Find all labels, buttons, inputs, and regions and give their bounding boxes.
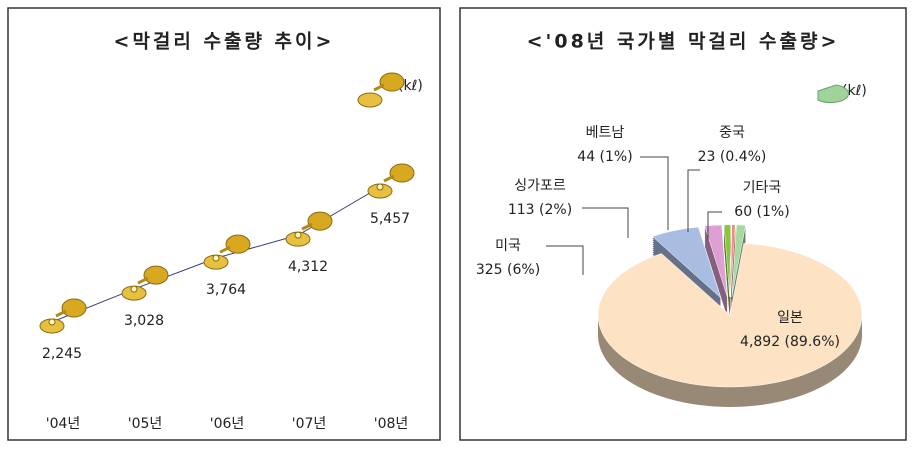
icon-part xyxy=(143,265,169,285)
value-label: 23 (0.4%) xyxy=(698,149,767,165)
value-label: 113 (2%) xyxy=(508,202,572,218)
value-label: 4,892 (89.6%) xyxy=(740,334,840,350)
x-tick-label: '08년 xyxy=(374,416,409,432)
category-label: 기타국 xyxy=(743,180,782,196)
icon-part xyxy=(225,234,251,254)
category-label: 중국 xyxy=(719,125,745,141)
data-point xyxy=(376,183,384,191)
chart-title: <막걸리 수출량 추이> xyxy=(114,31,335,53)
right-panel xyxy=(459,7,907,441)
pie-slice xyxy=(597,243,863,388)
icon-part xyxy=(389,163,415,183)
icon-part xyxy=(61,298,87,318)
leader-line xyxy=(582,207,629,238)
icon-part xyxy=(55,309,67,318)
left-panel xyxy=(7,7,441,441)
pie-slice xyxy=(704,224,728,297)
chart-title: <'08년 국가별 막걸리 수출량> xyxy=(527,31,840,53)
data-point xyxy=(212,254,220,262)
data-point xyxy=(130,285,138,293)
icon-part xyxy=(373,83,385,92)
icon-part xyxy=(379,72,405,92)
data-point xyxy=(294,231,302,239)
icon-part xyxy=(307,211,333,231)
value-label: 5,457 xyxy=(370,211,410,227)
icon-part xyxy=(383,174,395,183)
pie-slice xyxy=(723,224,732,297)
unit-icon xyxy=(817,84,850,104)
value-label: 4,312 xyxy=(288,259,328,275)
icon-part xyxy=(301,222,313,231)
slice-side xyxy=(731,226,746,299)
line xyxy=(51,186,381,323)
pie-slice xyxy=(730,224,736,297)
value-label: 60 (1%) xyxy=(734,204,789,220)
icon-part xyxy=(219,245,231,254)
value-label: 325 (6%) xyxy=(476,262,540,278)
value-label: 3,028 xyxy=(124,313,164,329)
category-label: 일본 xyxy=(777,310,803,326)
icon-part xyxy=(357,92,383,108)
category-label: 싱가포르 xyxy=(514,178,566,194)
x-tick-label: '06년 xyxy=(210,416,245,432)
value-label: 44 (1%) xyxy=(577,149,632,165)
leader-line xyxy=(640,156,669,230)
leader-line xyxy=(687,169,700,232)
x-tick-label: '05년 xyxy=(128,416,163,432)
category-label: 베트남 xyxy=(586,125,625,141)
x-tick-label: '04년 xyxy=(46,416,81,432)
pie-slice xyxy=(651,226,722,299)
value-label: 3,764 xyxy=(206,282,246,298)
pie-slice xyxy=(731,224,746,297)
slice-side xyxy=(731,230,746,303)
icon-part xyxy=(137,276,149,285)
leader-line xyxy=(707,211,722,240)
value-label: 2,245 xyxy=(42,346,82,362)
slice-side xyxy=(731,228,746,301)
category-label: 미국 xyxy=(495,238,521,254)
leader-line xyxy=(546,245,584,275)
x-tick-label: '07년 xyxy=(292,416,327,432)
data-point xyxy=(48,318,56,326)
